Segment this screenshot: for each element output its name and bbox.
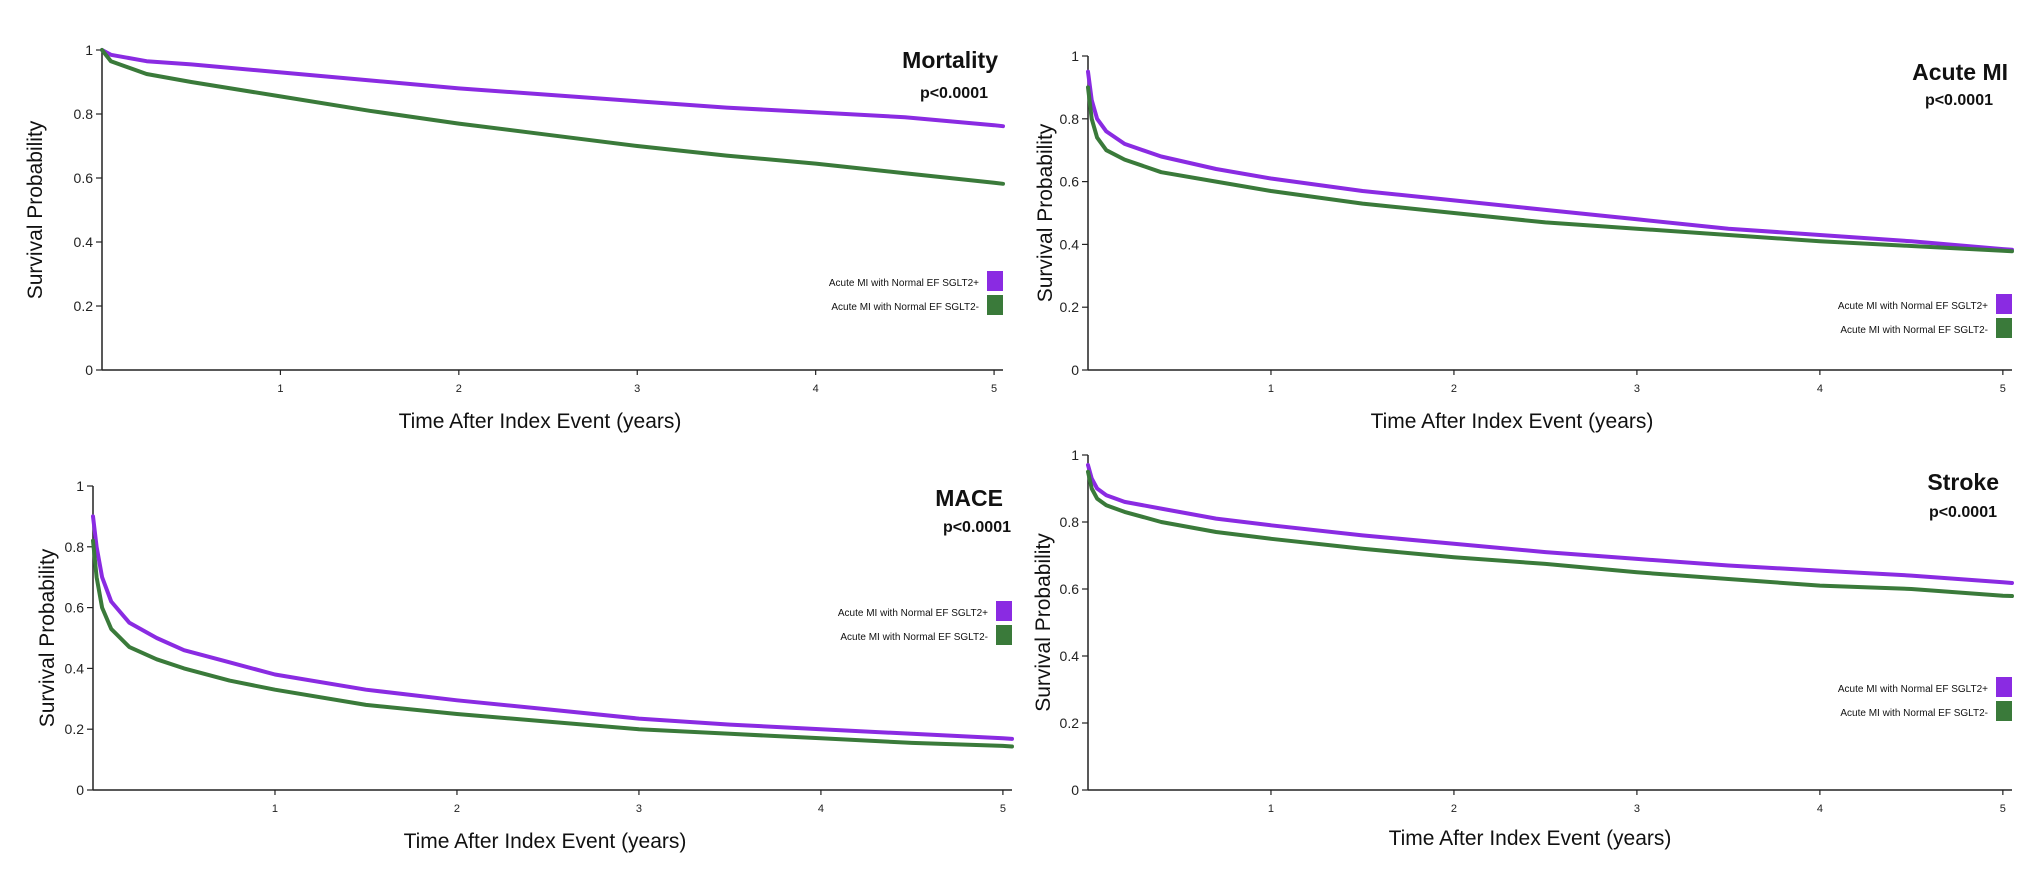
legend-swatch	[987, 271, 1003, 291]
chart-title: Acute MI	[1912, 59, 2008, 85]
x-tick-label: 4	[1817, 803, 1823, 815]
x-tick-label: 2	[456, 383, 462, 395]
x-tick-label: 5	[2000, 803, 2006, 815]
x-tick-label: 2	[1451, 383, 1457, 395]
y-tick-label: 1	[85, 42, 93, 58]
y-tick-label: 0.6	[65, 600, 85, 616]
p-value-label: p<0.0001	[920, 85, 988, 102]
y-tick-label: 0.4	[1060, 236, 1080, 252]
series-line-sglt2-negative	[91, 538, 1014, 749]
y-tick-label: 0.4	[65, 660, 85, 676]
x-tick-label: 3	[1634, 383, 1640, 395]
x-tick-label: 1	[272, 803, 278, 815]
x-axis-label: Time After Index Event (years)	[399, 410, 682, 433]
x-tick-label: 5	[991, 383, 997, 395]
legend-swatch	[1996, 318, 2012, 338]
x-axis-label: Time After Index Event (years)	[1371, 410, 1654, 433]
panel-acute-mi: 0 0.2 0.4 0.6 0.8 1 1 2 3 4 5 Time After Index Even…	[1034, 48, 2014, 433]
p-value-label: p<0.0001	[1925, 92, 1993, 109]
legend-label: Acute MI with Normal EF SGLT2-	[831, 302, 979, 313]
x-tick-label: 3	[634, 383, 640, 395]
legend-label: Acute MI with Normal EF SGLT2+	[1838, 684, 1988, 695]
y-tick-label: 0.4	[1060, 648, 1080, 664]
series-line-sglt2-negative	[100, 48, 1005, 186]
y-tick-label: 0	[1071, 362, 1079, 378]
x-axis-label: Time After Index Event (years)	[1389, 827, 1672, 850]
y-axis-label: Survival Probability	[36, 548, 59, 727]
legend-label: Acute MI with Normal EF SGLT2+	[829, 278, 979, 289]
y-tick-label: 0.8	[65, 539, 85, 555]
legend-label: Acute MI with Normal EF SGLT2-	[1840, 325, 1988, 336]
panel-mortality: 0 0.2 0.4 0.6 0.8 1 1 2 3 4 5 Time After Index Even…	[24, 42, 1005, 433]
p-value-label: p<0.0001	[1929, 504, 1997, 521]
y-axis-label: Survival Probability	[1032, 533, 1055, 712]
y-tick-label: 0.2	[1060, 299, 1080, 315]
panel-mace: 0 0.2 0.4 0.6 0.8 1 1 2 3 4 5 Time After Index Even…	[36, 478, 1014, 853]
legend-swatch	[996, 625, 1012, 645]
y-axis-label: Survival Probability	[1034, 123, 1057, 302]
y-tick-label: 0.2	[1060, 715, 1080, 731]
y-tick-label: 0.8	[1060, 111, 1080, 127]
y-tick-label: 0	[76, 782, 84, 798]
p-value-label: p<0.0001	[943, 519, 1011, 536]
x-tick-label: 4	[1817, 383, 1823, 395]
series-line-sglt2-negative	[1086, 85, 2014, 254]
chart-title: Stroke	[1927, 469, 1999, 495]
y-tick-label: 0.2	[65, 721, 85, 737]
y-tick-label: 0	[1071, 782, 1079, 798]
y-tick-label: 1	[1071, 447, 1079, 463]
series-line-sglt2-positive	[91, 514, 1014, 741]
chart-title: MACE	[935, 485, 1003, 511]
y-tick-label: 0.4	[74, 234, 94, 250]
legend-swatch	[1996, 701, 2012, 721]
x-tick-label: 5	[1000, 803, 1006, 815]
x-tick-label: 1	[1268, 383, 1274, 395]
legend-label: Acute MI with Normal EF SGLT2+	[1838, 301, 1988, 312]
x-axis-label: Time After Index Event (years)	[404, 830, 687, 853]
y-tick-label: 1	[1071, 48, 1079, 64]
series-line-sglt2-positive	[1086, 463, 2014, 585]
legend-label: Acute MI with Normal EF SGLT2-	[840, 632, 988, 643]
legend-swatch	[1996, 294, 2012, 314]
x-tick-label: 3	[1634, 803, 1640, 815]
x-tick-label: 1	[277, 383, 283, 395]
y-tick-label: 0.8	[74, 106, 94, 122]
x-tick-label: 2	[454, 803, 460, 815]
series-line-sglt2-negative	[1086, 469, 2014, 598]
legend-label: Acute MI with Normal EF SGLT2+	[838, 608, 988, 619]
y-tick-label: 0.6	[1060, 174, 1080, 190]
y-tick-label: 0.6	[74, 170, 94, 186]
x-tick-label: 4	[813, 383, 819, 395]
y-tick-label: 1	[76, 478, 84, 494]
x-tick-label: 2	[1451, 803, 1457, 815]
y-axis-label: Survival Probability	[24, 120, 47, 299]
y-tick-label: 0.6	[1060, 581, 1080, 597]
legend-swatch	[987, 295, 1003, 315]
y-tick-label: 0	[85, 362, 93, 378]
x-tick-label: 5	[2000, 383, 2006, 395]
x-tick-label: 4	[818, 803, 824, 815]
legend-swatch	[1996, 677, 2012, 697]
x-tick-label: 3	[636, 803, 642, 815]
series-line-sglt2-positive	[1086, 69, 2014, 252]
legend-label: Acute MI with Normal EF SGLT2-	[1840, 708, 1988, 719]
x-tick-label: 1	[1268, 803, 1274, 815]
y-tick-label: 0.2	[74, 298, 94, 314]
legend-swatch	[996, 601, 1012, 621]
y-tick-label: 0.8	[1060, 514, 1080, 530]
chart-title: Mortality	[902, 47, 998, 73]
panel-stroke: 0 0.2 0.4 0.6 0.8 1 1 2 3 4 5 Time After Index Even…	[1032, 447, 2014, 850]
series-line-sglt2-positive	[100, 48, 1005, 129]
